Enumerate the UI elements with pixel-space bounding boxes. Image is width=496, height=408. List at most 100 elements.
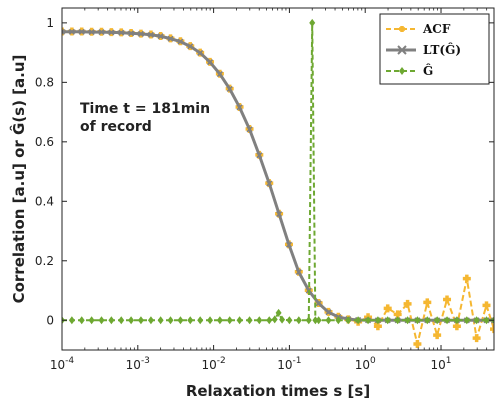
ghat-point-40 <box>414 316 421 325</box>
lt-point-15 <box>206 59 214 66</box>
ticks-layer: 10-4 10-3 10-2 10-1 100 101 0 0.2 0.4 0.6 0.8 1 <box>35 8 495 372</box>
ghat-point-41 <box>424 316 431 325</box>
x-axis-label-text: Relaxation times s [s] <box>186 382 370 400</box>
lt-point-20 <box>256 152 263 159</box>
ghat-point-28 <box>309 18 316 27</box>
legend-marker-lt <box>397 45 407 55</box>
lt-point-18 <box>236 104 243 111</box>
ghat-point-25 <box>286 316 293 325</box>
ghat-point-15 <box>207 316 214 325</box>
ghat-point-5 <box>108 316 115 325</box>
lt-point-10 <box>157 33 164 40</box>
acf-point-43 <box>482 301 491 310</box>
ghat-point-7 <box>128 316 135 325</box>
ghat-point-36 <box>374 316 381 325</box>
acf-point-44 <box>490 325 494 334</box>
y-tick-label-2: 0.4 <box>35 194 54 208</box>
ghat-point-37 <box>384 316 391 325</box>
ghat-point-6 <box>118 316 125 325</box>
x-tick-label-1: 10-3 <box>126 356 150 372</box>
x-tick-label-2: 10-2 <box>201 356 225 372</box>
ghat-point-19 <box>246 316 253 325</box>
lt-point-19 <box>246 126 253 133</box>
ghat-point-14 <box>197 316 204 325</box>
acf-point-37 <box>423 298 432 307</box>
y-tick-label-3: 0.6 <box>35 135 54 149</box>
ghat-point-18 <box>236 316 243 325</box>
lt-point-23 <box>285 241 293 248</box>
ghat-point-30 <box>315 316 322 325</box>
lt-point-9 <box>147 31 154 38</box>
ghat-point-32 <box>335 316 342 325</box>
acf-point-35 <box>403 299 412 308</box>
annotation-line2: of record <box>80 119 152 135</box>
ghat-point-16 <box>216 316 223 325</box>
legend-label-lt: LT(Ĝ) <box>423 41 461 57</box>
lt-point-11 <box>167 35 174 42</box>
acf-point-39 <box>443 295 452 304</box>
x-axis-label: Relaxation times s [s] <box>186 382 370 400</box>
lt-point-0 <box>62 28 66 35</box>
x-tick-label-5: 101 <box>431 356 452 372</box>
series-layer <box>62 18 494 349</box>
ghat-point-24 <box>279 315 286 324</box>
ghat-point-4 <box>98 316 105 325</box>
lt-point-17 <box>226 85 233 92</box>
y-tick-label-4: 0.8 <box>35 75 54 89</box>
ghat-point-2 <box>78 316 85 325</box>
ghat-point-21 <box>266 316 273 325</box>
acf-point-36 <box>413 340 422 349</box>
legend-item-ghat: Ĝ <box>386 62 433 78</box>
ghat-point-8 <box>137 316 144 325</box>
legend-label-ghat: Ĝ <box>423 62 433 78</box>
y-tick-label-0: 0 <box>46 313 54 327</box>
lt-point-27 <box>325 309 332 316</box>
ghat-point-39 <box>404 316 411 325</box>
lt-point-12 <box>177 38 184 45</box>
lt-point-16 <box>216 70 223 78</box>
x-tick-label-0: 10-4 <box>50 356 75 372</box>
ghat-point-26 <box>295 316 302 325</box>
ghat-point-46 <box>473 316 480 325</box>
x-tick-label-4: 100 <box>355 356 376 372</box>
y-tick-label-1: 0.2 <box>35 254 54 268</box>
ghat-point-12 <box>177 316 184 325</box>
ghat-point-22 <box>271 315 278 324</box>
legend: ACF LT(Ĝ) Ĝ <box>379 13 490 85</box>
legend-label-acf: ACF <box>422 22 451 36</box>
ghat-point-9 <box>147 316 154 325</box>
lt-point-14 <box>197 49 204 56</box>
legend-marker-acf <box>399 26 405 32</box>
lt-point-13 <box>187 43 194 50</box>
ghat-point-1 <box>68 316 75 325</box>
acf-point-41 <box>462 274 471 283</box>
lt-point-2 <box>78 28 85 35</box>
legend-marker-ghat <box>399 67 405 75</box>
lt-point-7 <box>128 30 135 37</box>
legend-item-lt: LT(Ĝ) <box>386 41 461 57</box>
lt-point-24 <box>295 269 302 276</box>
ghat-point-13 <box>187 316 194 325</box>
ghat-point-11 <box>167 316 174 325</box>
acf-point-38 <box>433 331 442 340</box>
lt-point-8 <box>137 30 145 37</box>
ghat-point-43 <box>444 316 451 325</box>
lt-point-22 <box>276 211 283 218</box>
y-tick-label-5: 1 <box>46 16 54 30</box>
ghat-point-10 <box>157 316 164 325</box>
lt-point-4 <box>98 29 105 36</box>
ghat-point-42 <box>434 316 441 325</box>
ghat-point-23 <box>275 308 282 317</box>
legend-item-acf: ACF <box>386 22 451 36</box>
lt-point-5 <box>108 29 115 36</box>
ghat-point-31 <box>325 316 332 325</box>
ghat-point-27 <box>305 316 312 325</box>
ghat-point-47 <box>483 316 490 325</box>
x-tick-label-3: 10-1 <box>277 356 301 372</box>
ghat-point-34 <box>355 316 362 325</box>
acf-point-42 <box>472 334 481 343</box>
acf-point-33 <box>383 304 392 313</box>
lt-point-26 <box>315 300 322 307</box>
ghat-point-20 <box>256 316 263 325</box>
